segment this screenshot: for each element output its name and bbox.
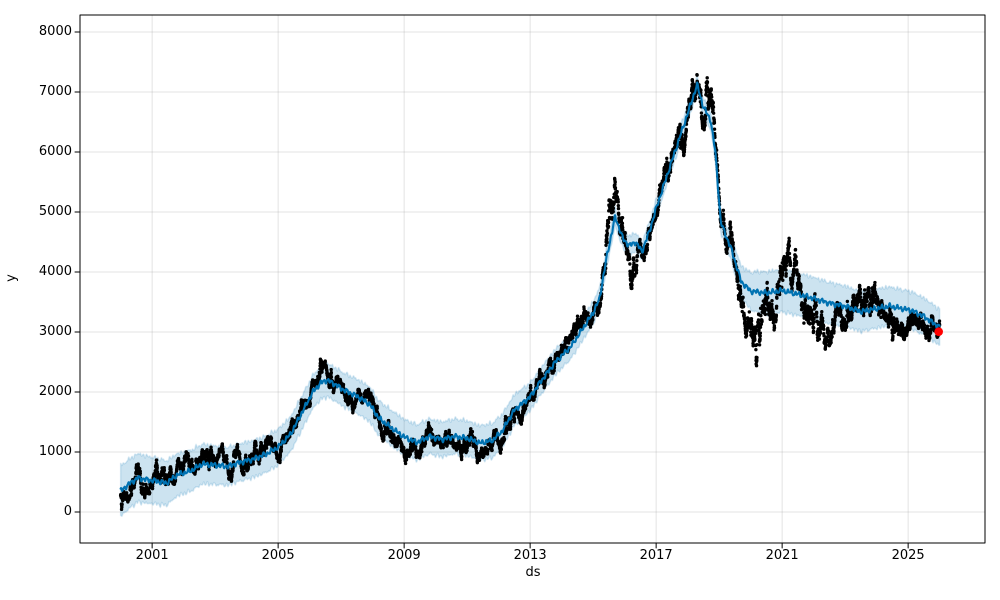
- x-tick-label: 2021: [765, 548, 799, 563]
- x-tick-label: 2009: [387, 548, 421, 563]
- y-tick-label: 3000: [38, 323, 72, 339]
- y-tick-label: 6000: [38, 143, 72, 159]
- y-tick-label: 7000: [38, 83, 72, 99]
- x-tick-label: 2005: [261, 548, 295, 563]
- x-tick-label: 2017: [639, 548, 673, 563]
- y-tick-label: 8000: [38, 23, 72, 39]
- y-tick-label: 2000: [38, 383, 72, 399]
- y-axis-label: y: [4, 274, 19, 282]
- y-tick-label: 4000: [38, 263, 72, 279]
- y-tick-label: 1000: [38, 443, 72, 459]
- x-axis-label: ds: [525, 565, 541, 580]
- x-tick-label: 2013: [513, 548, 547, 563]
- x-tick-label: 2001: [135, 548, 169, 563]
- x-tick-label: 2025: [891, 548, 925, 563]
- y-tick-label: 0: [63, 503, 72, 519]
- y-tick-label: 5000: [38, 203, 72, 219]
